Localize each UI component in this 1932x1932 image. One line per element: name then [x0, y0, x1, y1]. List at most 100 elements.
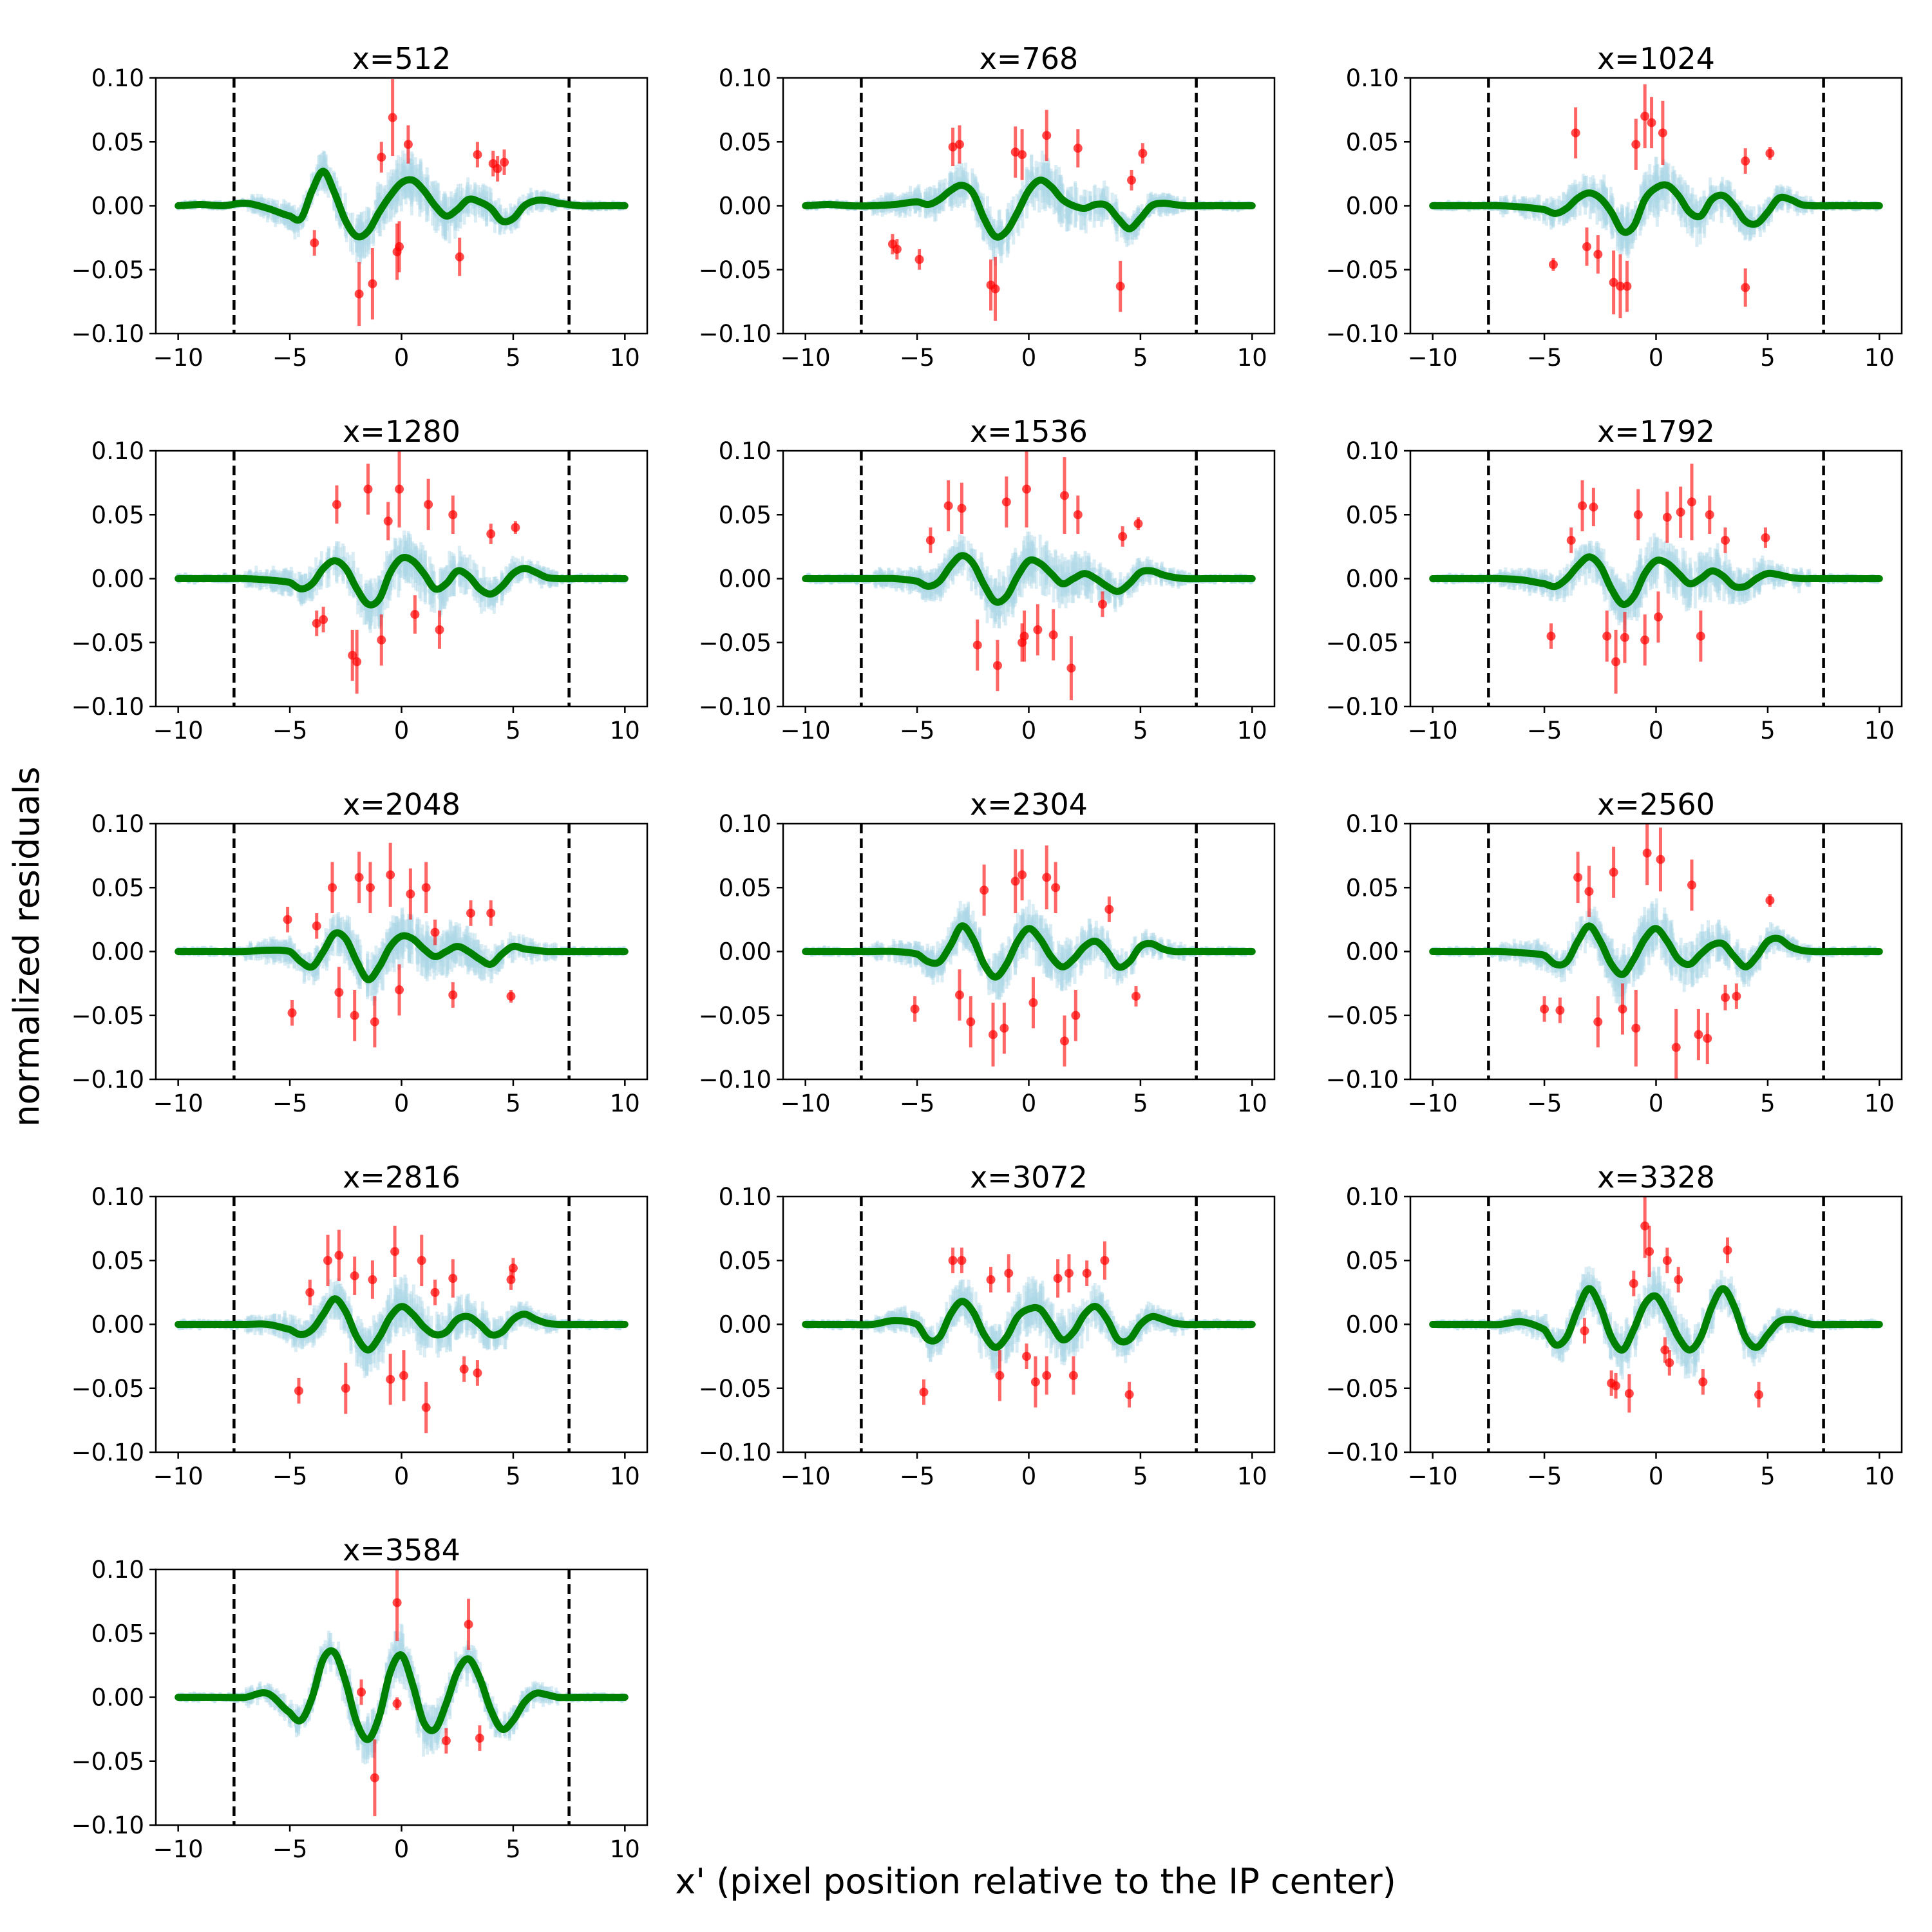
outlier-point	[1073, 144, 1083, 153]
x-tick-label: 10	[610, 344, 640, 372]
y-tick-label: 0.05	[719, 128, 772, 156]
plot-area	[802, 78, 1256, 334]
residual-point	[366, 607, 374, 614]
x-tick-label: −10	[781, 344, 831, 372]
x-tick-label: 10	[1864, 344, 1895, 372]
residual-point	[992, 242, 999, 249]
x-tick-label: 5	[506, 717, 521, 744]
outlier-point	[1647, 118, 1656, 128]
y-tick-label: 0.00	[1346, 193, 1399, 220]
y-tick-label: −0.05	[1326, 256, 1399, 284]
residual-point	[1625, 238, 1632, 245]
outlier-point	[403, 140, 413, 149]
outlier-points	[312, 451, 520, 694]
y-tick-label: 0.05	[91, 128, 144, 156]
outlier-point	[493, 164, 502, 173]
outlier-point	[1018, 150, 1027, 160]
y-tick-label: −0.05	[71, 629, 144, 657]
y-tick-label: 0.10	[91, 437, 144, 465]
residual-point	[400, 172, 407, 179]
outlier-point	[1127, 175, 1137, 185]
outlier-point	[354, 289, 364, 299]
x-tick-label: −5	[1527, 344, 1562, 372]
outlier-point	[473, 150, 482, 160]
x-tick-label: −5	[272, 344, 308, 372]
subplot-title: x=1280	[343, 414, 460, 449]
residual-point	[1718, 198, 1725, 205]
outlier-point	[1593, 249, 1603, 259]
x-tick-label: 0	[394, 717, 410, 744]
residual-point	[1654, 196, 1661, 204]
outlier-points	[310, 79, 509, 327]
outlier-point	[1138, 149, 1148, 158]
x-tick-label: −10	[153, 344, 204, 372]
outlier-point	[348, 650, 357, 660]
residual-point	[1652, 175, 1659, 182]
residual-point	[1098, 208, 1105, 215]
outlier-point	[395, 484, 404, 494]
outlier-point	[332, 500, 341, 509]
x-tick-label: −10	[1408, 344, 1458, 372]
residual-point	[408, 186, 415, 193]
residual-point	[361, 238, 368, 245]
x-tick-label: 0	[1649, 344, 1664, 372]
outlier-point	[1741, 283, 1750, 292]
plot-area	[175, 451, 629, 706]
outlier-point	[392, 247, 402, 256]
outlier-point	[1582, 242, 1591, 252]
residual-point	[1692, 204, 1699, 211]
y-tick-label: 0.05	[91, 501, 144, 529]
outlier-point	[377, 635, 386, 645]
x-tick-label: −5	[272, 717, 308, 744]
residual-point	[395, 567, 402, 574]
residual-point	[996, 610, 1003, 617]
y-tick-label: −0.05	[699, 256, 772, 284]
y-tick-label: 0.00	[719, 193, 772, 220]
outlier-point	[1631, 140, 1641, 149]
residual-point	[404, 169, 412, 176]
subplot: −10 −5 0 5 10 −0.10 −0.05 0.00 0.05 0.10 x=1280	[71, 414, 649, 744]
x-tick-label: 5	[1760, 344, 1776, 372]
outlier-point	[424, 500, 433, 509]
outlier-point	[319, 615, 328, 625]
subplot-grid: −10 −5 0 5 10−0.10−0.050.000.050.10x=512−10−…	[71, 41, 1903, 1863]
subplot: −10 −5 0 5 10 −0.10 −0.05 0.00 0.05 0.10 x=1024	[1326, 41, 1903, 372]
outlier-points	[1548, 84, 1775, 319]
plot-area	[1429, 78, 1883, 334]
outlier-point	[954, 140, 964, 149]
outlier-point	[1115, 281, 1125, 291]
subplot: −10 −5 0 5 10−0.10−0.050.000.050.10x=1536	[699, 414, 1276, 744]
model-curve	[802, 176, 1256, 241]
y-tick-label: 0.10	[91, 64, 144, 92]
y-tick-label: −0.10	[71, 693, 144, 721]
y-tick-label: 0.05	[1346, 128, 1399, 156]
y-tick-label: −0.10	[1326, 320, 1399, 348]
y-tick-label: 0.00	[91, 193, 144, 220]
residual-point	[1065, 208, 1072, 215]
plot-area	[175, 78, 629, 334]
residual-point	[392, 551, 399, 558]
subplot: −10 −5 0 5 10 −0.10 −0.05 0.00 0.05 0.10 x=768	[699, 41, 1276, 372]
residual-point	[449, 563, 456, 570]
outlier-point	[1741, 156, 1750, 166]
residual-point	[1663, 173, 1671, 180]
x-tick-label: 5	[506, 344, 521, 372]
subplot-title: x=1024	[1597, 41, 1715, 76]
outlier-point	[1042, 131, 1052, 140]
y-tick-label: 0.00	[91, 565, 144, 593]
y-tick-label: 0.10	[1346, 64, 1399, 92]
outlier-point	[377, 153, 386, 162]
x-tick-label: 0	[394, 344, 410, 372]
outlier-point	[1616, 281, 1625, 291]
outlier-point	[312, 618, 321, 628]
outlier-point	[368, 279, 377, 289]
x-tick-label: 5	[1133, 344, 1148, 372]
outlier-point	[1609, 278, 1618, 287]
outlier-point	[363, 484, 373, 494]
outlier-point	[310, 238, 319, 248]
x-tick-label: 0	[1021, 344, 1037, 372]
outlier-point	[1548, 260, 1558, 269]
outlier-point	[352, 657, 362, 667]
outlier-point	[1658, 128, 1667, 138]
subplot-title: x=768	[980, 41, 1079, 76]
